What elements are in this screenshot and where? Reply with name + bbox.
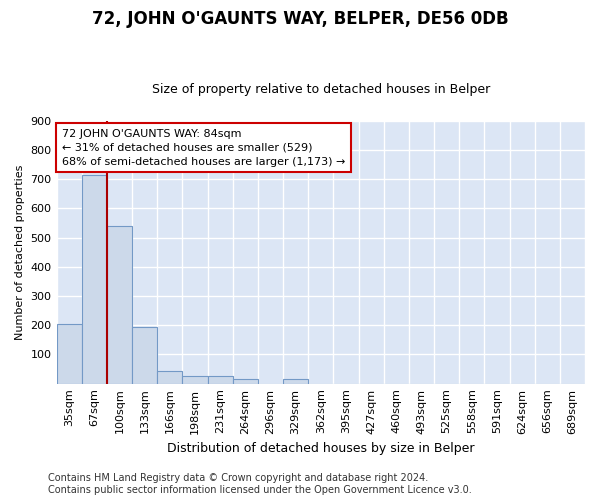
Bar xyxy=(107,226,132,384)
Text: 72 JOHN O'GAUNTS WAY: 84sqm
← 31% of detached houses are smaller (529)
68% of se: 72 JOHN O'GAUNTS WAY: 84sqm ← 31% of det… xyxy=(62,128,345,166)
Bar xyxy=(157,370,182,384)
Y-axis label: Number of detached properties: Number of detached properties xyxy=(15,164,25,340)
Bar xyxy=(283,380,308,384)
Bar xyxy=(233,380,258,384)
Text: 72, JOHN O'GAUNTS WAY, BELPER, DE56 0DB: 72, JOHN O'GAUNTS WAY, BELPER, DE56 0DB xyxy=(92,10,508,28)
Bar xyxy=(132,326,157,384)
X-axis label: Distribution of detached houses by size in Belper: Distribution of detached houses by size … xyxy=(167,442,475,455)
Bar xyxy=(182,376,208,384)
Bar xyxy=(82,175,107,384)
Bar xyxy=(56,324,82,384)
Bar xyxy=(208,376,233,384)
Title: Size of property relative to detached houses in Belper: Size of property relative to detached ho… xyxy=(152,83,490,96)
Text: Contains HM Land Registry data © Crown copyright and database right 2024.
Contai: Contains HM Land Registry data © Crown c… xyxy=(48,474,472,495)
